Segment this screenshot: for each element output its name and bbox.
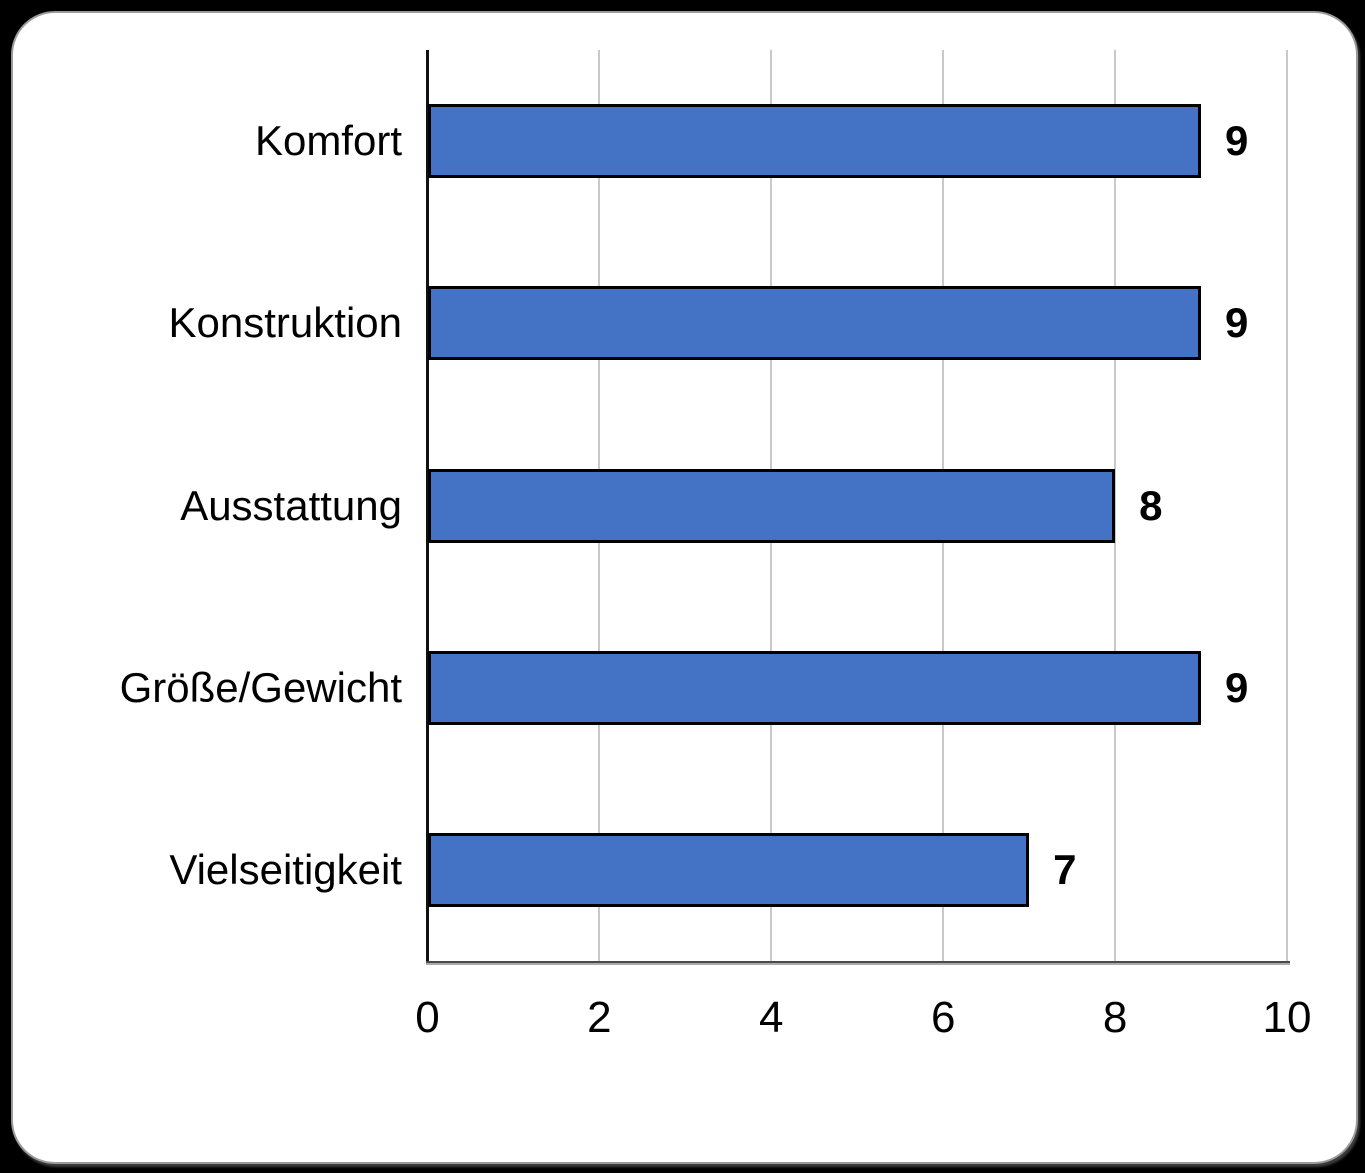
value-label: 9	[1225, 117, 1249, 165]
bar	[427, 468, 1116, 543]
x-tick-label: 4	[759, 993, 784, 1042]
bar	[427, 286, 1202, 361]
x-tick-label: 10	[1262, 993, 1312, 1042]
value-label: 7	[1053, 845, 1077, 893]
x-tick-label: 2	[587, 993, 612, 1042]
x-tick-label: 6	[930, 993, 956, 1042]
value-label: 9	[1225, 299, 1249, 347]
value-label: 8	[1139, 481, 1163, 529]
x-tick-label: 8	[1102, 993, 1128, 1042]
category-label: Ausstattung	[180, 481, 402, 529]
chart-card	[11, 11, 1358, 1164]
bar	[427, 650, 1202, 725]
category-label: Konstruktion	[168, 299, 402, 347]
bar	[427, 104, 1202, 179]
gridline	[1286, 50, 1288, 961]
x-axis-line	[426, 961, 1290, 965]
x-tick-label: 0	[415, 993, 440, 1042]
bar	[427, 832, 1030, 907]
category-label: Vielseitigkeit	[169, 845, 402, 893]
category-label: Komfort	[254, 117, 402, 165]
gridline	[1114, 50, 1117, 961]
category-label: Größe/Gewicht	[119, 663, 402, 711]
value-label: 9	[1225, 663, 1249, 711]
